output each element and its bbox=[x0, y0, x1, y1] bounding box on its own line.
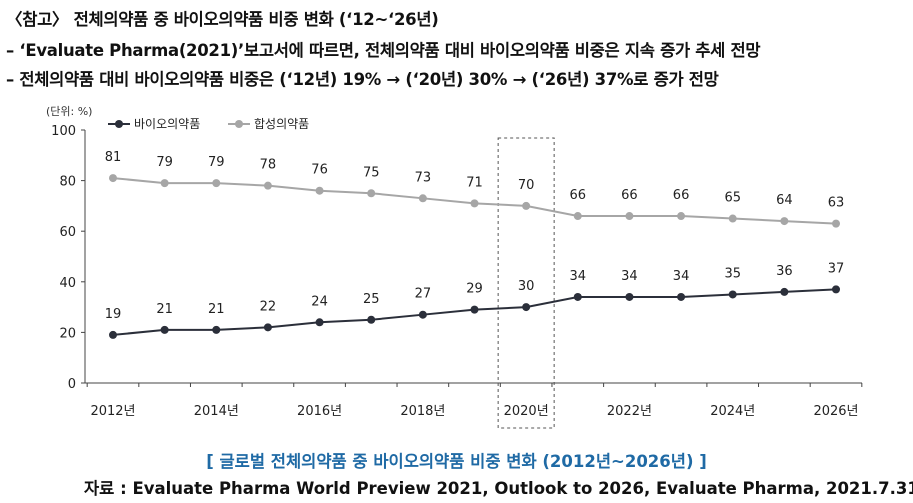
legend-label-2: 합성의약품 bbox=[254, 116, 309, 131]
series-layer: 19 21 21 22 24 25 27 29 30 34 34 34 35 36 37 81 79 79 78 76… bbox=[105, 150, 845, 339]
data-point bbox=[263, 181, 272, 190]
data-point bbox=[625, 292, 634, 301]
data-label: 73 bbox=[415, 170, 432, 185]
data-point bbox=[109, 174, 117, 183]
data-label: 21 bbox=[208, 302, 225, 317]
series-2: 81 79 79 78 76 75 73 71 70 66 66 66 65 64 63 bbox=[105, 150, 845, 228]
y-tick-label: 20 bbox=[59, 326, 76, 341]
axes: 0 20 40 60 80 100 2012년 2014년 2016년 2018년 2020년 202… bbox=[51, 124, 863, 419]
data-point bbox=[780, 217, 789, 226]
source-note: 자료 : Evaluate Pharma World Preview 2021,… bbox=[84, 479, 913, 498]
data-point bbox=[677, 292, 686, 301]
data-point bbox=[573, 292, 582, 301]
data-label: 29 bbox=[466, 282, 483, 297]
data-point bbox=[832, 285, 840, 294]
data-label: 81 bbox=[105, 150, 122, 165]
x-tick-label: 2022년 bbox=[607, 404, 652, 419]
data-label: 66 bbox=[673, 188, 690, 203]
data-point bbox=[522, 201, 531, 210]
data-point bbox=[728, 290, 737, 299]
data-point bbox=[315, 186, 324, 195]
data-label: 27 bbox=[415, 287, 432, 302]
legend-label-1: 바이오의약품 bbox=[134, 116, 200, 131]
data-label: 34 bbox=[621, 269, 638, 284]
data-point bbox=[728, 214, 737, 223]
series-1: 19 21 21 22 24 25 27 29 30 34 34 34 35 36 37 bbox=[105, 261, 845, 339]
data-point bbox=[160, 325, 169, 334]
data-label: 36 bbox=[776, 264, 793, 279]
data-point bbox=[832, 219, 840, 228]
data-label: 71 bbox=[466, 175, 483, 190]
data-point bbox=[315, 318, 324, 327]
x-tick-label: 2026년 bbox=[813, 404, 858, 419]
x-tick-label: 2016년 bbox=[297, 404, 342, 419]
data-label: 25 bbox=[363, 292, 380, 307]
line-chart: (단위: %) 0 20 40 60 80 100 2012년 2014년 2016년 2018년… bbox=[46, 105, 863, 429]
header-line-1: 〈참고〉 전체의약품 중 바이오의약품 비중 변화 (‘12~‘26년) bbox=[6, 10, 439, 29]
legend-marker bbox=[115, 120, 123, 128]
data-label: 65 bbox=[724, 191, 741, 206]
data-label: 78 bbox=[260, 158, 277, 173]
data-label: 75 bbox=[363, 165, 380, 180]
data-point bbox=[212, 325, 221, 334]
data-label: 70 bbox=[518, 178, 535, 193]
data-label: 79 bbox=[156, 155, 173, 170]
highlight-box bbox=[497, 137, 555, 429]
header-line-2: – ‘Evaluate Pharma(2021)’보고서에 따르면, 전체의약품… bbox=[6, 41, 761, 60]
data-label: 30 bbox=[518, 279, 535, 294]
data-point bbox=[780, 287, 789, 296]
data-point bbox=[470, 199, 479, 208]
data-label: 34 bbox=[673, 269, 690, 284]
data-label: 34 bbox=[570, 269, 587, 284]
header-line-3: – 전체의약품 대비 바이오의약품 비중은 (‘12년) 19% → (‘20년… bbox=[6, 70, 719, 89]
data-point bbox=[367, 315, 376, 324]
y-tick-label: 60 bbox=[59, 225, 76, 240]
data-point bbox=[418, 310, 427, 319]
data-point bbox=[109, 330, 117, 339]
data-label: 19 bbox=[105, 307, 122, 322]
data-label: 66 bbox=[570, 188, 587, 203]
data-label: 66 bbox=[621, 188, 638, 203]
data-label: 79 bbox=[208, 155, 225, 170]
x-tick-label: 2018년 bbox=[400, 404, 445, 419]
data-point bbox=[625, 212, 634, 221]
data-point bbox=[522, 303, 531, 312]
data-label: 24 bbox=[311, 294, 328, 309]
data-point bbox=[263, 323, 272, 332]
x-tick-label: 2014년 bbox=[194, 404, 239, 419]
x-tick-label: 2012년 bbox=[90, 404, 135, 419]
data-label: 22 bbox=[260, 299, 277, 314]
data-point bbox=[160, 179, 169, 188]
x-tick-label: 2020년 bbox=[504, 404, 549, 419]
data-point bbox=[470, 305, 479, 314]
data-point bbox=[418, 194, 427, 203]
data-label: 63 bbox=[828, 196, 845, 211]
data-point bbox=[573, 212, 582, 221]
data-label: 21 bbox=[156, 302, 173, 317]
data-label: 76 bbox=[311, 163, 328, 178]
data-label: 37 bbox=[828, 261, 845, 276]
data-point bbox=[677, 212, 686, 221]
highlight-rect bbox=[497, 137, 555, 429]
y-tick-label: 100 bbox=[51, 124, 76, 139]
y-tick-label: 80 bbox=[59, 175, 76, 190]
y-tick-label: 40 bbox=[59, 276, 76, 291]
y-tick-label: 0 bbox=[68, 377, 76, 392]
legend: 바이오의약품 합성의약품 bbox=[108, 116, 309, 131]
data-label: 35 bbox=[724, 266, 741, 281]
unit-label: (단위: %) bbox=[46, 105, 92, 118]
data-point bbox=[212, 179, 221, 188]
legend-marker bbox=[235, 120, 243, 128]
data-point bbox=[367, 189, 376, 198]
data-label: 64 bbox=[776, 193, 793, 208]
chart-caption: [ 글로벌 전체의약품 중 바이오의약품 비중 변화 (2012년~2026년)… bbox=[206, 452, 707, 471]
x-tick-label: 2024년 bbox=[710, 404, 755, 419]
